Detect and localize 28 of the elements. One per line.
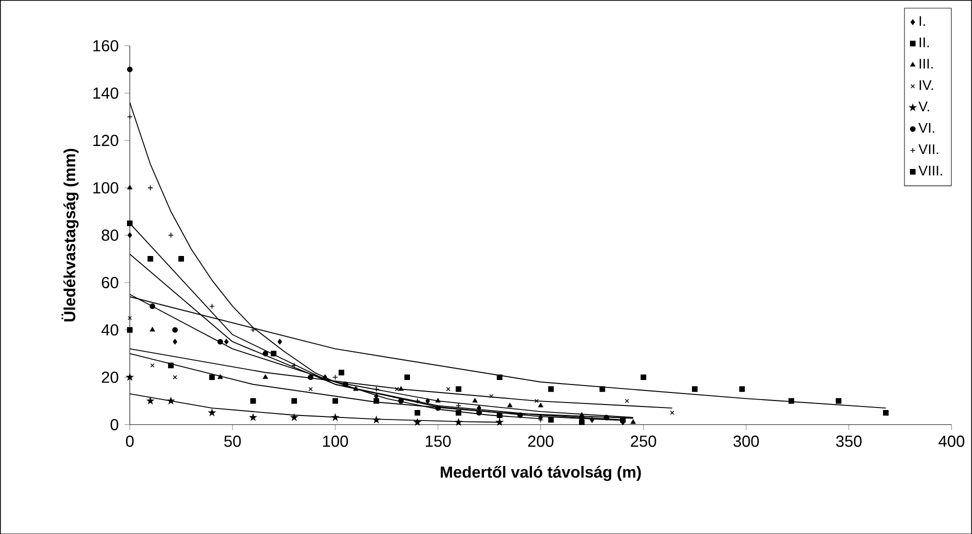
- legend-label: IV.: [920, 80, 933, 90]
- x-tick-label: 400: [938, 435, 964, 447]
- legend-label: VI.: [918, 122, 934, 132]
- y-axis-title: Üledékvastagság (mm): [62, 148, 79, 322]
- x-axis-title: Medertől való távolság (m): [440, 466, 641, 481]
- x-tick-label: 100: [323, 435, 348, 447]
- x-tick-label: 200: [528, 435, 554, 447]
- y-tick-label: 20: [102, 371, 118, 383]
- y-tick-label: 60: [102, 276, 118, 288]
- legend-label: V.: [918, 101, 930, 112]
- y-tick-label: 100: [93, 182, 118, 194]
- x-tick-label: 350: [836, 435, 862, 447]
- x-tick-label: 300: [733, 435, 759, 447]
- x-tick-label: 150: [426, 435, 451, 447]
- legend-label: VII.: [918, 144, 938, 154]
- legend-label: II.: [920, 37, 929, 47]
- x-tick-label: 250: [630, 435, 656, 447]
- y-tick-label: 140: [93, 87, 118, 99]
- y-tick-label: 120: [93, 134, 118, 146]
- x-tick-label: 0: [126, 435, 134, 447]
- y-tick-label: 160: [93, 40, 118, 52]
- legend-label: III.: [920, 58, 933, 68]
- y-tick-label: 0: [110, 418, 118, 430]
- legend-label: VIII.: [918, 166, 942, 176]
- x-tick-label: 50: [224, 435, 241, 447]
- y-tick-label: 40: [101, 324, 118, 336]
- legend-label: I.: [920, 16, 925, 26]
- y-tick-label: 80: [102, 229, 118, 241]
